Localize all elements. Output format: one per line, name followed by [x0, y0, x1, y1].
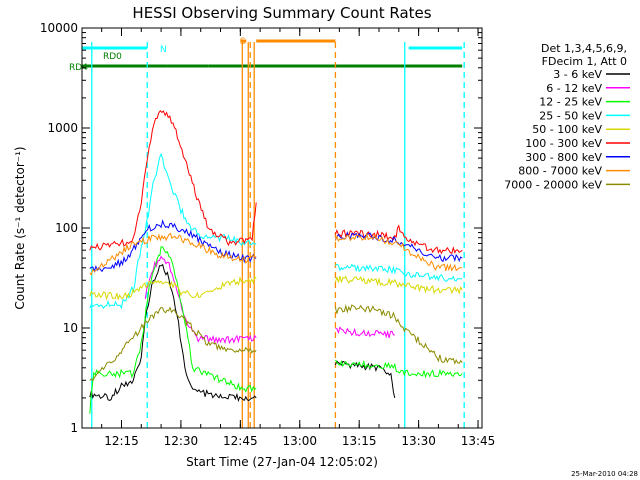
x-tick-label: 12:15 — [104, 434, 139, 448]
series-line-100-300-kev — [334, 224, 463, 255]
flag-label-n: N — [160, 45, 167, 55]
legend: Det 1,3,4,5,6,9,FDecim 1, Att 03 - 6 keV… — [504, 42, 630, 191]
series-line-50-100-kev — [89, 275, 257, 301]
y-axis: 1 10 100 1000 10000 — [40, 21, 482, 435]
legend-entry-label: 7000 - 20000 keV — [504, 178, 602, 191]
y-tick-label: 1000 — [47, 121, 78, 135]
flag-label-s: S — [240, 37, 246, 47]
legend-entry-label: 100 - 300 keV — [525, 137, 602, 150]
plot-frame — [81, 27, 483, 429]
y-tick-label: 1 — [70, 421, 78, 435]
legend-header-line: Det 1,3,4,5,6,9, — [541, 42, 627, 55]
x-axis-label: Start Time (27-Jan-04 12:05:02) — [186, 455, 378, 469]
flag-label-rd4: RD4 — [69, 63, 88, 73]
series-line-800-7000-kev — [89, 232, 257, 276]
legend-entry-label: 300 - 800 keV — [525, 151, 602, 164]
x-axis: 12:15 12:30 12:45 13:00 13:15 13:30 13:45 — [101, 28, 496, 448]
series-line-3-6-kev — [334, 360, 396, 399]
x-tick-label: 13:45 — [461, 434, 496, 448]
x-tick-label: 13:15 — [342, 434, 377, 448]
series-line-6-12-kev — [335, 326, 395, 339]
data-series — [89, 110, 463, 414]
legend-header-line: FDecim 1, Att 0 — [542, 55, 627, 68]
legend-entry-label: 800 - 7000 keV — [518, 165, 602, 178]
legend-entry-label: 50 - 100 keV — [532, 123, 602, 136]
series-line-12-25-kev — [334, 359, 463, 379]
flag-label-rd0: RD0 — [103, 52, 122, 62]
legend-entry-label: 12 - 25 keV — [539, 96, 602, 109]
y-tick-label: 100 — [55, 221, 78, 235]
series-line-50-100-kev — [334, 275, 463, 295]
y-tick-label: 10 — [63, 321, 78, 335]
chart-title: HESSI Observing Summary Count Rates — [132, 4, 431, 22]
series-line-300-800-kev — [334, 231, 463, 263]
x-tick-label: 12:30 — [164, 434, 199, 448]
legend-entry-label: 3 - 6 keV — [553, 68, 602, 81]
series-line-12-25-kev — [89, 246, 257, 414]
series-line-300-800-kev — [89, 219, 257, 273]
series-line-7000-20000-kev — [334, 304, 463, 365]
timestamp: 25-Mar-2010 04:28 — [571, 470, 638, 478]
series-line-3-6-kev — [89, 263, 257, 403]
series-line-7000-20000-kev — [89, 306, 257, 382]
series-line-25-50-kev — [89, 152, 257, 310]
x-tick-label: 12:45 — [223, 434, 258, 448]
y-tick-label: 10000 — [40, 21, 78, 35]
x-tick-label: 13:30 — [401, 434, 436, 448]
attenuator-markers — [91, 42, 465, 428]
legend-entry-label: 6 - 12 keV — [546, 82, 602, 95]
x-tick-label: 13:00 — [282, 434, 317, 448]
legend-entry-label: 25 - 50 keV — [539, 109, 602, 122]
series-line-800-7000-kev — [334, 232, 463, 272]
series-line-25-50-kev — [335, 263, 463, 282]
series-line-100-300-kev — [89, 110, 257, 251]
series-line-6-12-kev — [144, 255, 257, 345]
y-axis-label: Count Rate (s⁻¹ detector⁻¹) — [13, 146, 27, 309]
flag-bars: N RD0 RD4 S — [69, 37, 463, 73]
